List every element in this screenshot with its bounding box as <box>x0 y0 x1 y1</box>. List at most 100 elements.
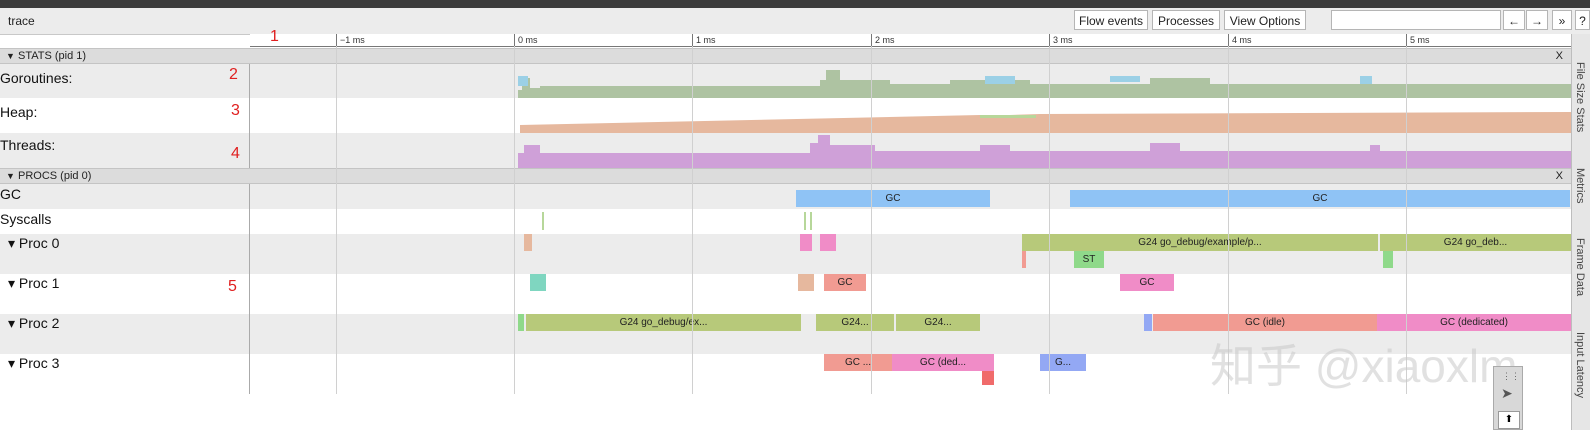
proc-2-label: ▾ Proc 2 <box>8 315 60 331</box>
slice[interactable] <box>820 234 836 251</box>
side-tab-metrics[interactable]: Metrics <box>1574 168 1586 204</box>
gc-track[interactable]: GC GC <box>250 184 1571 209</box>
ruler-tick <box>692 34 693 46</box>
drag-handle-icon[interactable]: ⋮⋮ <box>1502 371 1520 381</box>
row-label: GC <box>0 184 250 209</box>
search-input[interactable] <box>1331 10 1501 30</box>
gc-row: GC GC GC <box>0 184 1571 209</box>
slice[interactable] <box>1022 251 1026 268</box>
grid-line <box>1406 46 1407 394</box>
goroutine-slice[interactable]: G24 go_deb... <box>1380 234 1571 251</box>
stats-header-label: STATS (pid 1) <box>18 50 87 62</box>
ruler-tick <box>336 34 337 46</box>
close-procs-button[interactable]: X <box>1555 170 1563 182</box>
slice[interactable] <box>1383 251 1393 268</box>
goroutine-slice[interactable]: G24 go_debug/example/p... <box>1022 234 1378 251</box>
threads-row: Threads: <box>0 133 1571 168</box>
ruler-label: −1 ms <box>340 35 365 45</box>
ruler-label: 0 ms <box>518 35 538 45</box>
slice[interactable] <box>530 274 546 291</box>
side-tab-frame-data[interactable]: Frame Data <box>1574 238 1586 297</box>
proc-3-track[interactable]: GC ... GC (ded... G... <box>250 354 1571 394</box>
gc-idle-slice[interactable]: GC (idle) <box>1153 314 1377 331</box>
gc-slice[interactable]: GC <box>1070 190 1570 207</box>
watermark: 知乎 @xiaoxlm <box>1210 340 1518 392</box>
slice[interactable] <box>1144 314 1152 331</box>
proc-2-name: Proc 2 <box>18 315 60 331</box>
syscall-marker[interactable] <box>804 212 806 230</box>
heap-chart[interactable] <box>250 98 1571 133</box>
slice[interactable] <box>800 234 812 251</box>
side-tab-file-size-stats[interactable]: File Size Stats <box>1574 62 1586 133</box>
slice[interactable] <box>798 274 814 291</box>
threads-chart[interactable] <box>250 133 1571 168</box>
threads-track[interactable] <box>250 133 1571 168</box>
goroutines-track[interactable] <box>250 64 1571 98</box>
ruler-tick <box>1406 34 1407 46</box>
gc-dedicated-slice[interactable]: GC (ded... <box>892 354 994 371</box>
slice[interactable] <box>982 371 994 385</box>
more-button[interactable]: » <box>1552 10 1572 30</box>
proc-2-row: ▾ Proc 2 G24 go_debug/ex... G24... G24..… <box>0 314 1571 354</box>
proc-1-track[interactable]: GC GC <box>250 274 1571 314</box>
window-top-bar <box>0 0 1590 8</box>
syscalls-label: Syscalls <box>0 211 52 227</box>
syscalls-track[interactable] <box>250 209 1571 234</box>
syscall-marker[interactable] <box>810 212 812 230</box>
app-title: trace <box>8 14 35 28</box>
row-label: Goroutines: <box>0 64 250 98</box>
heap-label: Heap: <box>0 104 38 120</box>
proc-0-label: ▾ Proc 0 <box>8 235 60 251</box>
pointer-icon[interactable]: ➤ <box>1501 385 1513 401</box>
slice[interactable] <box>524 234 532 251</box>
gc-slice[interactable]: GC ... <box>824 354 892 371</box>
time-ruler[interactable]: −1 ms 0 ms 1 ms 2 ms 3 ms 4 ms 5 ms <box>250 34 1571 47</box>
collapse-arrow-icon[interactable]: ▼ <box>6 51 15 61</box>
threads-label: Threads: <box>0 137 56 153</box>
help-button[interactable]: ? <box>1575 10 1590 30</box>
row-label: ▾ Proc 0 <box>0 234 250 274</box>
procs-section-header[interactable]: ▼ PROCS (pid 0) X <box>0 168 1571 184</box>
view-options-button[interactable]: View Options <box>1224 10 1306 30</box>
flow-events-button[interactable]: Flow events <box>1074 10 1148 30</box>
proc-2-track[interactable]: G24 go_debug/ex... G24... G24... GC (idl… <box>250 314 1571 354</box>
next-result-button[interactable]: → <box>1526 10 1548 30</box>
pan-icon[interactable]: ⬆ <box>1498 411 1520 429</box>
goroutines-chart[interactable] <box>250 64 1571 98</box>
ruler-label: 3 ms <box>1053 35 1073 45</box>
row-label: ▾ Proc 2 <box>0 314 250 354</box>
grid-line <box>692 46 693 394</box>
gc-slice[interactable]: GC <box>1120 274 1174 291</box>
gc-slice[interactable]: GC <box>824 274 866 291</box>
heap-track[interactable] <box>250 98 1571 133</box>
proc-1-name: Proc 1 <box>18 275 60 291</box>
processes-button[interactable]: Processes <box>1152 10 1220 30</box>
goroutine-slice[interactable]: G24... <box>896 314 980 331</box>
goroutine-slice[interactable]: G24 go_debug/ex... <box>526 314 801 331</box>
stats-section-header[interactable]: ▼ STATS (pid 1) X <box>0 48 1571 64</box>
syscall-marker[interactable] <box>542 212 544 230</box>
goroutine-slice[interactable]: G24... <box>816 314 894 331</box>
prev-result-button[interactable]: ← <box>1503 10 1525 30</box>
side-panel: File Size Stats Metrics Frame Data Input… <box>1571 34 1590 430</box>
slice[interactable] <box>518 314 524 331</box>
ruler-label: 5 ms <box>1410 35 1430 45</box>
mouse-mode-selector[interactable]: ⋮⋮ ➤ ⬆ <box>1493 366 1523 430</box>
close-stats-button[interactable]: X <box>1555 50 1563 62</box>
gc-dedicated-slice[interactable]: GC (dedicated) <box>1377 314 1571 331</box>
proc-0-name: Proc 0 <box>18 235 60 251</box>
goroutine-slice[interactable]: G... <box>1040 354 1086 371</box>
side-tab-input-latency[interactable]: Input Latency <box>1574 332 1586 399</box>
ruler-tick <box>1228 34 1229 46</box>
gc-slice[interactable]: GC <box>796 190 990 207</box>
annotation-number: 3 <box>231 102 240 119</box>
row-label: Heap: <box>0 98 250 133</box>
proc-1-row: ▾ Proc 1 GC GC <box>0 274 1571 314</box>
grid-line <box>871 46 872 394</box>
proc-0-track[interactable]: G24 go_debug/example/p... ST G24 go_deb.… <box>250 234 1571 274</box>
ruler-tick <box>871 34 872 46</box>
collapse-arrow-icon[interactable]: ▼ <box>6 171 15 181</box>
annotation-number: 1 <box>270 28 279 45</box>
stw-slice[interactable]: ST <box>1074 251 1104 268</box>
proc-0-row: ▾ Proc 0 G24 go_debug/example/p... ST G2… <box>0 234 1571 274</box>
